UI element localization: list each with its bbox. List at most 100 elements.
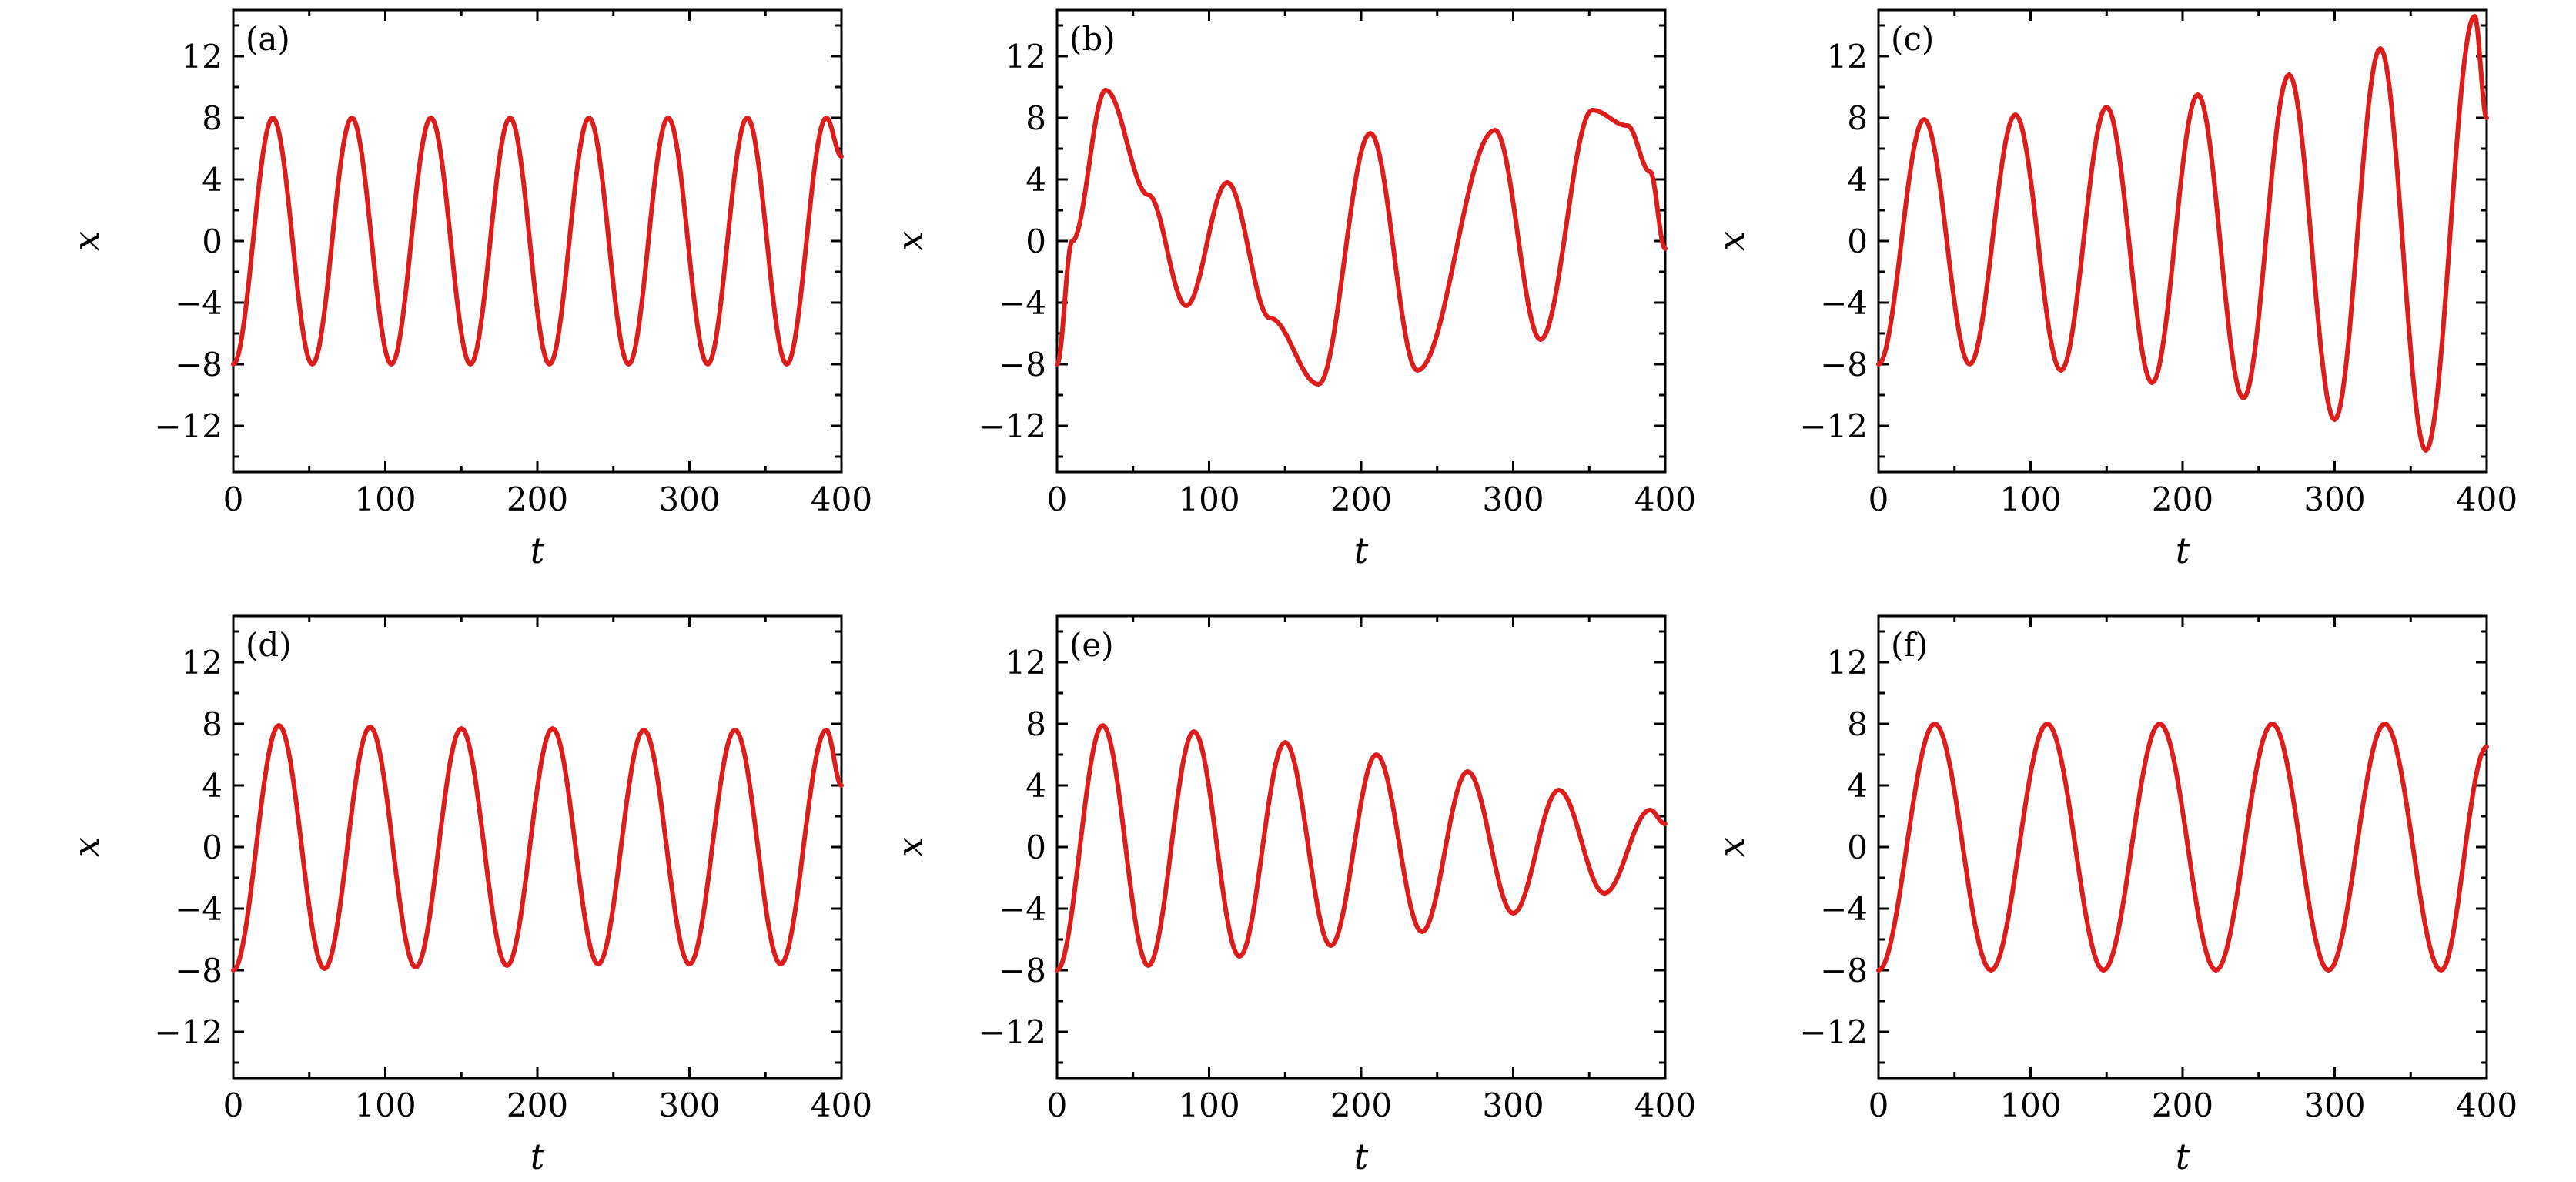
x-tick-label: 0 — [1047, 1087, 1068, 1124]
y-tick-label: −12 — [1799, 1013, 1868, 1051]
y-axis-title: x — [1711, 231, 1752, 251]
x-tick-label: 200 — [1330, 481, 1392, 518]
series-line — [1876, 14, 2489, 453]
y-tick-label: 0 — [1025, 223, 1046, 260]
y-tick-label: 4 — [1025, 161, 1046, 199]
x-tick-label: 400 — [1634, 1087, 1696, 1124]
y-tick-label: 0 — [1847, 223, 1868, 260]
y-tick-label: 8 — [1025, 99, 1046, 137]
panel-c: 0 100 200 300 400 −12 −8 −4 0 4 8 12 t x (c) — [1711, 8, 2517, 571]
y-tick-label: −4 — [999, 890, 1046, 928]
y-tick-label: −8 — [175, 346, 222, 383]
plot-frame — [1877, 614, 2488, 1080]
y-tick-label: 8 — [202, 99, 222, 137]
x-axis-title: t — [2176, 1136, 2190, 1177]
series-line — [231, 116, 844, 367]
y-tick-label: −8 — [1820, 952, 1868, 989]
y-tick-label: 4 — [1847, 767, 1868, 805]
x-tick-label: 400 — [811, 1087, 872, 1124]
y-tick-label: −8 — [999, 952, 1046, 989]
plot-frame — [232, 614, 843, 1080]
x-tick-label: 100 — [1178, 481, 1239, 518]
x-tick-label: 0 — [1047, 481, 1068, 518]
x-tick-label: 300 — [2303, 1087, 2365, 1124]
plot-frame — [232, 8, 843, 474]
y-tick-label: 4 — [1025, 767, 1046, 805]
y-tick-label: −8 — [175, 952, 222, 989]
series-line — [231, 723, 844, 973]
panel-label: (a) — [246, 20, 290, 58]
x-axis-title: t — [2176, 530, 2190, 571]
x-tick-label: 0 — [1868, 1087, 1889, 1124]
y-tick-label: 12 — [1005, 38, 1046, 75]
x-tick-label: 300 — [2303, 481, 2365, 518]
x-tick-label: 200 — [2152, 1087, 2213, 1124]
x-tick-label: 400 — [2456, 481, 2517, 518]
y-tick-label: −4 — [175, 890, 222, 928]
x-axis-title: t — [530, 1136, 545, 1177]
y-tick-label: 12 — [1827, 644, 1868, 681]
x-tick-label: 400 — [811, 481, 872, 518]
y-tick-label: 4 — [202, 767, 222, 805]
series-line — [1876, 722, 2489, 973]
x-tick-label: 0 — [1868, 481, 1889, 518]
y-tick-label: 8 — [1025, 705, 1046, 743]
y-axis-title: x — [65, 837, 107, 857]
y-tick-label: 12 — [1827, 38, 1868, 75]
x-tick-label: 400 — [1634, 481, 1696, 518]
plot-frame — [1877, 8, 2488, 474]
panel-b: 0 100 200 300 400 −12 −8 −4 0 4 8 12 t x (b) — [889, 8, 1696, 571]
y-axis-title: x — [1711, 837, 1752, 857]
y-tick-label: −4 — [999, 284, 1046, 322]
y-tick-label: −4 — [1820, 284, 1868, 322]
y-tick-label: 8 — [202, 705, 222, 743]
y-tick-label: 12 — [182, 644, 222, 681]
panel-label: (c) — [1891, 20, 1934, 58]
y-tick-label: 12 — [1005, 644, 1046, 681]
y-tick-label: 12 — [182, 38, 222, 75]
y-tick-label: 8 — [1847, 99, 1868, 137]
panel-label: (d) — [246, 626, 292, 664]
x-tick-label: 300 — [658, 481, 720, 518]
x-tick-label: 200 — [507, 481, 568, 518]
plot-frame — [1055, 8, 1667, 474]
panel-a: 0 100 200 300 400 −12 −8 −4 0 4 8 12 t x (a) — [65, 8, 872, 571]
series-line — [1055, 723, 1668, 973]
panel-label: (e) — [1069, 626, 1114, 664]
plot-frame — [1055, 614, 1667, 1080]
y-tick-label: −4 — [1820, 890, 1868, 928]
x-tick-label: 400 — [2456, 1087, 2517, 1124]
x-axis-title: t — [530, 530, 545, 571]
x-tick-label: 300 — [1482, 1087, 1544, 1124]
y-tick-label: −12 — [978, 407, 1046, 445]
y-tick-label: −12 — [1799, 407, 1868, 445]
x-axis-title: t — [1354, 530, 1369, 571]
y-tick-label: 8 — [1847, 705, 1868, 743]
x-tick-label: 0 — [223, 481, 244, 518]
y-tick-label: 0 — [202, 829, 222, 866]
y-tick-label: 4 — [1847, 161, 1868, 199]
y-tick-label: −12 — [154, 407, 222, 445]
series-line — [1055, 88, 1668, 387]
panel-label: (b) — [1069, 20, 1116, 58]
panel-f: 0 100 200 300 400 −12 −8 −4 0 4 8 12 t x (f) — [1711, 614, 2517, 1177]
x-tick-label: 100 — [1999, 1087, 2061, 1124]
x-tick-label: 100 — [1178, 1087, 1239, 1124]
x-axis-title: t — [1354, 1136, 1369, 1177]
y-tick-label: 0 — [1025, 829, 1046, 866]
y-tick-label: 4 — [202, 161, 222, 199]
x-tick-label: 100 — [354, 481, 416, 518]
panel-label: (f) — [1891, 626, 1928, 664]
y-tick-label: −8 — [999, 346, 1046, 383]
panel-e: 0 100 200 300 400 −12 −8 −4 0 4 8 12 t x (e) — [889, 614, 1696, 1177]
y-tick-label: 0 — [202, 223, 222, 260]
x-tick-label: 100 — [1999, 481, 2061, 518]
y-tick-label: 0 — [1847, 829, 1868, 866]
y-tick-label: −4 — [175, 284, 222, 322]
y-axis-title: x — [889, 837, 931, 857]
panel-d: 0 100 200 300 400 −12 −8 −4 0 4 8 12 t x (d) — [65, 614, 872, 1177]
x-tick-label: 300 — [1482, 481, 1544, 518]
x-tick-label: 100 — [354, 1087, 416, 1124]
y-tick-label: −12 — [154, 1013, 222, 1051]
